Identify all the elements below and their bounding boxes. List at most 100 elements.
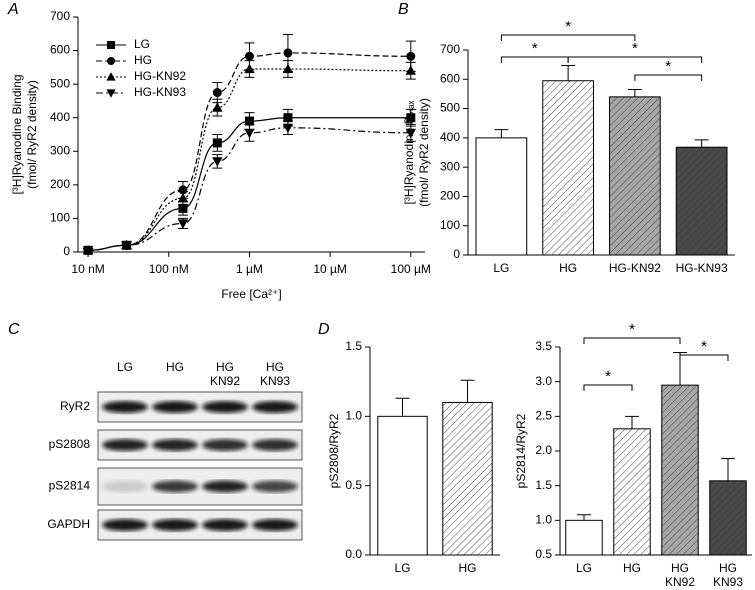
marker — [107, 57, 115, 65]
y-tick-label: 3.5 — [535, 339, 552, 353]
bar — [565, 519, 603, 556]
error-bar — [627, 89, 642, 97]
marker — [283, 48, 293, 58]
x-tick-label: HG — [458, 561, 477, 575]
x-tick-label-box: HG-KN93 — [675, 261, 728, 275]
legend-label: HG-KN92 — [134, 69, 186, 83]
x-tick-label: 100 µM — [391, 262, 431, 276]
series-line — [88, 127, 411, 251]
significance-bracket — [583, 337, 681, 344]
blot-band — [252, 439, 298, 451]
y-tick-label: 600 — [440, 71, 460, 85]
marker — [82, 246, 94, 256]
y-tick-label: 1.5 — [535, 478, 552, 492]
significance-star: * — [665, 58, 671, 75]
lane-label: HG KN93 — [259, 360, 291, 388]
y-axis-label: (fmol/ RyR2 density) — [25, 80, 39, 189]
y-tick-label: 100 — [50, 211, 70, 225]
x-tick-label-box: HG — [559, 261, 578, 275]
bar — [609, 96, 661, 256]
panel-label: B — [398, 1, 409, 18]
y-axis-label: pS2814/RyR2 — [514, 413, 528, 488]
x-tick-label-box: LG — [575, 561, 592, 575]
lane-label: LG — [116, 360, 133, 374]
significance-star: * — [532, 40, 538, 57]
y-axis-label: (fmol/ RyR2 density) — [417, 98, 431, 207]
bar — [377, 415, 428, 556]
y-tick-label: 200 — [440, 189, 460, 203]
marker — [178, 185, 188, 195]
panel-label: A — [7, 1, 19, 18]
y-tick-label: 300 — [50, 143, 70, 157]
lane-label-box: HG KN92 — [210, 360, 240, 388]
blot-band — [252, 480, 298, 493]
lane-label-box: LG — [116, 360, 133, 374]
marker — [283, 113, 293, 123]
legend-label: LG — [134, 37, 150, 51]
x-tick-label: HG-KN93 — [675, 261, 728, 275]
significance-bracket — [679, 354, 729, 361]
significance-star: * — [605, 368, 611, 385]
y-tick-label: 500 — [50, 76, 70, 90]
lane-label-box: HG — [166, 360, 184, 374]
error-bar — [577, 514, 591, 521]
legend-label: HG — [134, 53, 152, 67]
x-tick-label: LG — [575, 561, 592, 575]
y-tick-label: 300 — [440, 159, 460, 173]
bar — [542, 80, 594, 256]
bar — [442, 401, 493, 556]
row-label: GAPDH — [47, 517, 90, 531]
error-bar — [561, 65, 576, 81]
x-tick-label-box: HG KN92 — [664, 561, 696, 589]
marker — [244, 51, 254, 61]
marker — [107, 41, 115, 49]
y-axis-label: [³H]Ryanodine Bₘₐₓ — [402, 100, 416, 204]
panel-label: D — [318, 321, 330, 338]
blot-band — [202, 519, 248, 531]
x-tick-label: HG — [559, 261, 578, 275]
error-bar — [721, 458, 735, 481]
marker — [106, 72, 116, 81]
marker — [406, 113, 416, 123]
marker — [244, 128, 255, 139]
marker — [244, 116, 254, 126]
blot-band — [102, 480, 148, 493]
y-tick-label: 700 — [440, 42, 460, 56]
blot-band — [152, 480, 198, 493]
marker — [212, 88, 222, 98]
blot-band — [252, 401, 298, 413]
y-tick-label: 400 — [440, 130, 460, 144]
significance-bracket — [500, 56, 569, 63]
blot-band — [102, 519, 148, 531]
blot-band — [152, 519, 198, 531]
x-tick-label-box: HG-KN92 — [608, 261, 661, 275]
marker — [177, 192, 189, 203]
bar — [475, 137, 528, 256]
y-tick-label: 0.0 — [345, 547, 362, 561]
marker — [121, 241, 132, 251]
marker — [177, 219, 189, 229]
y-axis-label: pS2808/RyR2 — [327, 413, 341, 488]
blot-band — [202, 401, 248, 413]
x-tick-label-box: LG — [394, 561, 410, 575]
error-bar — [694, 139, 709, 148]
x-axis-label: Free [Ca²⁺] — [221, 287, 281, 301]
bar — [613, 428, 651, 556]
lane-label-box: HG KN93 — [259, 360, 291, 388]
blot-band — [202, 480, 248, 493]
y-tick-label: 1.5 — [345, 339, 362, 353]
significance-star: * — [701, 338, 707, 355]
marker — [282, 63, 294, 74]
x-tick-label-box: HG — [458, 561, 477, 575]
x-tick-label: HG-KN92 — [608, 261, 661, 275]
error-bar — [625, 415, 639, 429]
error-bar — [460, 379, 475, 403]
bar — [709, 480, 747, 556]
error-bar — [494, 129, 509, 138]
y-tick-label: 1.0 — [535, 513, 552, 527]
y-tick-label: 200 — [50, 177, 70, 191]
x-tick-label: HG KN92 — [664, 561, 696, 589]
blot-band — [152, 439, 198, 451]
bar — [675, 146, 728, 256]
